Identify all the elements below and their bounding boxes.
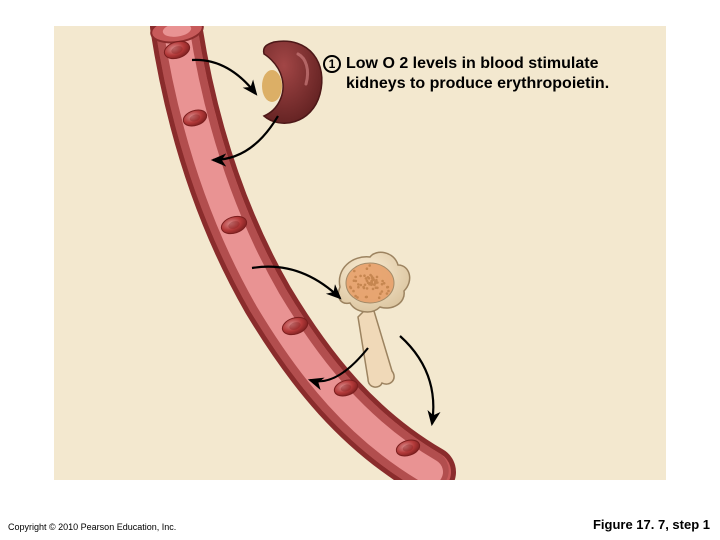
- copyright-text: Copyright © 2010 Pearson Education, Inc.: [8, 522, 176, 532]
- figure-reference: Figure 17. 7, step 1: [593, 517, 710, 532]
- slide: 1 Low O 2 levels in blood stimulate kidn…: [0, 0, 720, 540]
- kidney-icon: [262, 41, 322, 123]
- step-number-badge: 1: [323, 55, 341, 73]
- step-number: 1: [329, 57, 336, 71]
- caption-line-1: Low O 2 levels in blood stimulate: [346, 54, 609, 74]
- step-caption: Low O 2 levels in blood stimulate kidney…: [346, 54, 609, 94]
- caption-line-2: kidneys to produce erythropoietin.: [346, 74, 609, 94]
